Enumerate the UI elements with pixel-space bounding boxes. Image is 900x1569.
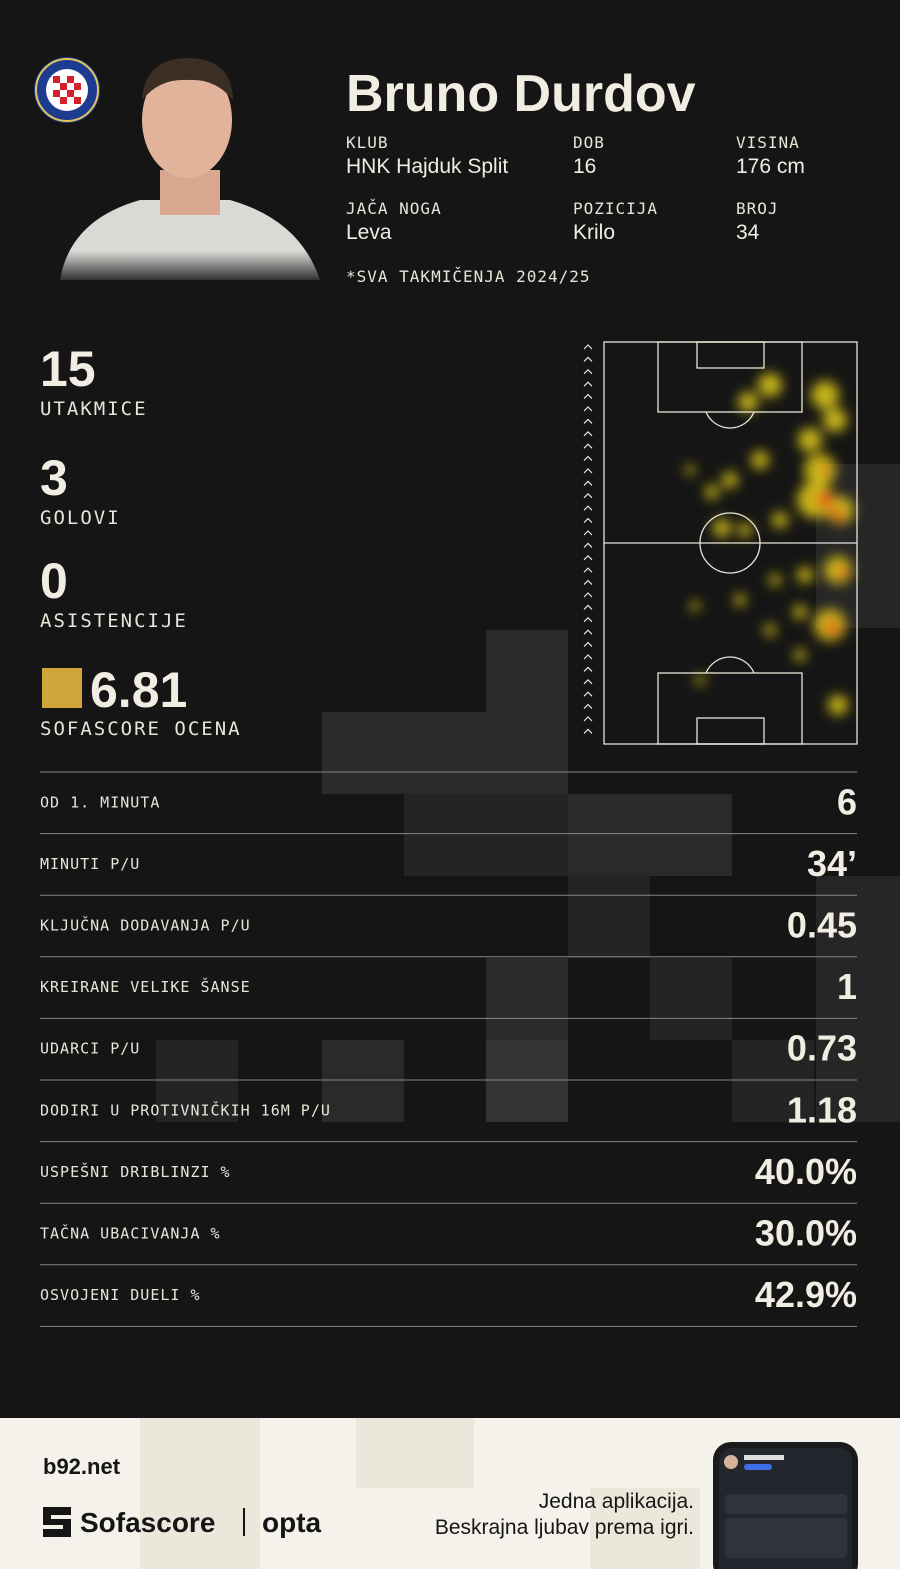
row-value: 1	[837, 966, 857, 1007]
chevron	[583, 554, 593, 561]
info-label: DOB	[573, 133, 605, 152]
info-value: 16	[573, 155, 596, 178]
phone-mockup	[713, 1442, 858, 1569]
chevron	[583, 567, 593, 573]
rating-value: 6.81	[90, 662, 187, 718]
row-label: MINUTI P/U	[40, 855, 140, 873]
chevron	[583, 579, 593, 586]
row-value: 34’	[807, 843, 857, 884]
sofascore-logo: Sofascore	[80, 1507, 215, 1538]
chevron	[583, 629, 593, 635]
row-value: 1.18	[787, 1089, 857, 1130]
row-label: DODIRI U PROTIVNIČKIH 16M P/U	[40, 1100, 331, 1119]
row-value: 42.9%	[755, 1274, 857, 1315]
chevron	[583, 592, 593, 598]
info-value: 34	[736, 221, 760, 244]
summary-label: GOLOVI	[40, 507, 121, 529]
chevron	[583, 344, 593, 350]
row-value: 6	[837, 781, 857, 822]
chevron	[583, 468, 593, 474]
pitch	[603, 341, 858, 745]
info-label: BROJ	[736, 199, 779, 218]
player-photo	[55, 58, 325, 285]
heatmap	[685, 373, 854, 715]
chevron	[583, 691, 593, 697]
info-value: Leva	[346, 221, 392, 244]
tagline-1: Jedna aplikacija.	[539, 1490, 694, 1513]
info-label: VISINA	[736, 133, 800, 152]
row-label: KREIRANE VELIKE ŠANSE	[40, 977, 251, 996]
tagline-2: Beskrajna ljubav prema igri.	[435, 1516, 694, 1539]
summary-label: UTAKMICE	[40, 398, 148, 420]
row-label: OD 1. MINUTA	[40, 793, 160, 811]
chevron	[583, 356, 593, 362]
info-value: Krilo	[573, 221, 615, 244]
chevron	[583, 542, 593, 548]
row-label: UDARCI P/U	[40, 1040, 140, 1058]
chevron	[583, 393, 593, 400]
info-label: KLUB	[346, 133, 389, 152]
row-value: 30.0%	[755, 1213, 857, 1254]
row-label: USPEŠNI DRIBLINZI %	[40, 1162, 231, 1181]
chevron	[583, 641, 593, 648]
chevron	[583, 703, 593, 710]
info-label: POZICIJA	[573, 199, 658, 218]
summary-value: 3	[40, 450, 68, 506]
chevron	[583, 430, 593, 437]
rating-label: SOFASCORE OCENA	[40, 718, 242, 740]
attack-direction	[583, 344, 593, 734]
chevron	[583, 443, 593, 449]
stats-table: OD 1. MINUTA 6 MINUTI P/U 34’ KLJUČNA DODAVA…	[40, 771, 857, 1327]
player-name: Bruno Durdov	[346, 65, 696, 123]
chevron	[583, 418, 593, 424]
chevron	[583, 530, 593, 536]
chevron	[583, 381, 593, 387]
info-value: HNK Hajduk Split	[346, 155, 508, 178]
info-value: 176 cm	[736, 155, 805, 178]
chevron	[583, 604, 593, 610]
chevron	[583, 666, 593, 672]
player-info: KLUB HNK Hajduk Split DOB 16 VISINA 176 cm JAČ…	[346, 133, 805, 244]
chevron	[583, 716, 593, 722]
chevron	[583, 517, 593, 524]
row-label: OSVOJENI DUELI %	[40, 1286, 201, 1304]
decor-squares	[156, 464, 900, 1122]
summary-value: 0	[40, 553, 68, 609]
chevron	[583, 678, 593, 685]
chevron	[583, 480, 593, 486]
chevron	[583, 455, 593, 462]
sofascore-icon	[43, 1507, 71, 1537]
note: *SVA TAKMIČENJA 2024/25	[346, 267, 591, 286]
info-label: JAČA NOGA	[346, 199, 442, 218]
club-badge	[34, 57, 100, 123]
summary-label: ASISTENCIJE	[40, 610, 188, 632]
summary-value: 15	[40, 341, 96, 397]
chevron	[583, 728, 593, 734]
chevron	[583, 616, 593, 623]
row-label: TAČNA UBACIVANJA %	[40, 1224, 221, 1243]
row-label: KLJUČNA DODAVANJA P/U	[40, 916, 251, 935]
chevron	[583, 492, 593, 499]
opta-logo: opta	[262, 1507, 322, 1538]
chevron	[583, 654, 593, 660]
brand: b92.net	[43, 1454, 121, 1479]
row-value: 0.45	[787, 905, 857, 946]
row-value: 0.73	[787, 1028, 857, 1069]
row-value: 40.0%	[755, 1151, 857, 1192]
rating-badge	[42, 668, 82, 708]
chevron	[583, 406, 593, 412]
footer-decor	[140, 1418, 700, 1569]
chevron	[583, 368, 593, 375]
chevron	[583, 505, 593, 511]
